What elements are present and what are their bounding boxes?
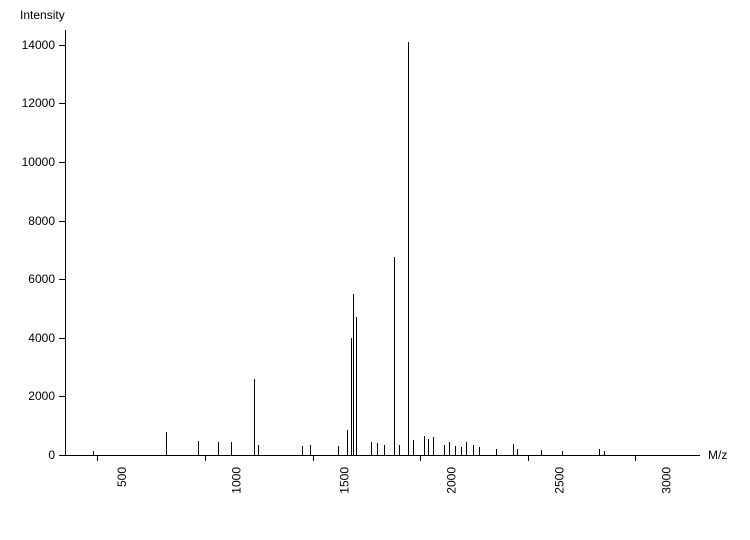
spectrum-peak [377,443,378,455]
spectrum-peak [496,449,497,455]
spectrum-peak [428,439,429,455]
x-tick-label: 1000 [230,467,244,494]
y-tick [59,338,65,339]
spectrum-peak [394,257,395,455]
spectrum-peak [254,379,255,455]
spectrum-peak [166,432,167,455]
spectrum-peak [338,446,339,455]
spectrum-peak [449,442,450,455]
y-tick [59,221,65,222]
spectrum-peak [444,445,445,455]
x-axis-title: M/z [708,448,727,462]
y-tick-label: 8000 [15,214,55,228]
spectrum-peak [356,317,357,455]
spectrum-peak [231,442,232,455]
y-tick [59,279,65,280]
spectrum-peak [562,451,563,455]
spectrum-peak [353,294,354,455]
y-tick [59,455,65,456]
spectrum-peak [310,445,311,455]
spectrum-peak [479,447,480,455]
y-tick-label: 0 [15,448,55,462]
spectrum-peak [93,451,94,455]
x-tick [635,455,636,461]
x-tick [205,455,206,461]
x-tick-label: 500 [115,467,129,487]
spectrum-peak [218,442,219,455]
spectrum-peak [371,442,372,455]
spectrum-peak [424,436,425,455]
spectrum-peak [408,42,409,455]
y-tick-label: 14000 [15,38,55,52]
spectrum-peak [384,445,385,455]
y-axis [65,30,66,455]
x-tick-label: 2500 [552,467,566,494]
x-tick [313,455,314,461]
spectrum-peak [517,449,518,455]
x-tick-label: 3000 [660,467,674,494]
spectrum-peak [413,440,414,455]
y-tick-label: 4000 [15,331,55,345]
x-tick [97,455,98,461]
spectrum-peak [461,447,462,455]
y-tick-label: 12000 [15,96,55,110]
x-tick [528,455,529,461]
spectrum-peak [473,445,474,455]
spectrum-peak [455,446,456,455]
y-tick [59,45,65,46]
y-tick [59,162,65,163]
x-tick-label: 1500 [337,467,351,494]
spectrum-peak [302,446,303,455]
x-tick-label: 2000 [445,467,459,494]
y-tick-label: 10000 [15,155,55,169]
spectrum-peak [347,430,348,455]
spectrum-peak [466,442,467,455]
spectrum-peak [351,338,352,455]
spectrum-peak [599,449,600,455]
x-tick [420,455,421,461]
spectrum-peak [399,445,400,455]
x-axis [65,455,700,456]
y-tick-label: 2000 [15,389,55,403]
y-axis-title: Intensity [20,8,65,22]
spectrum-peak [258,445,259,455]
y-tick [59,103,65,104]
spectrum-chart: Intensity M/z 0 2000 4000 6000 8000 10000 1200… [0,0,750,540]
y-tick [59,396,65,397]
spectrum-peak [513,444,514,455]
spectrum-peak [198,441,199,455]
spectrum-peak [433,437,434,455]
spectrum-peak [541,450,542,455]
spectrum-peak [604,451,605,455]
y-tick-label: 6000 [15,272,55,286]
